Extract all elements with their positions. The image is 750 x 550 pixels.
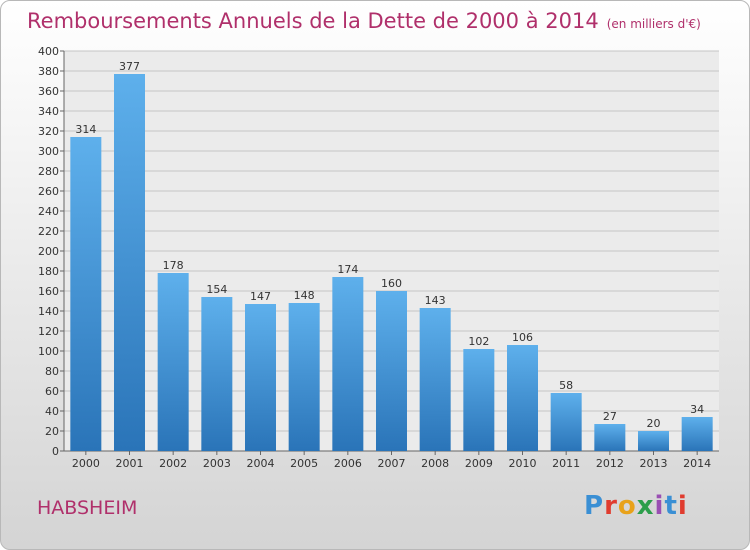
y-tick-label: 60: [45, 385, 59, 398]
x-tick-label: 2014: [683, 457, 711, 470]
proxiti-logo: Proxiti: [584, 491, 688, 521]
logo-letter: r: [604, 491, 618, 521]
logo-letter: t: [664, 491, 678, 521]
bar: [70, 137, 102, 451]
data-label: 174: [337, 263, 358, 276]
logo-letter: o: [617, 491, 637, 521]
logo-letter: i: [654, 491, 665, 521]
x-tick-label: 2007: [378, 457, 406, 470]
y-tick-label: 200: [38, 245, 59, 258]
y-tick-label: 160: [38, 285, 59, 298]
data-label: 377: [119, 60, 140, 73]
y-tick-label: 100: [38, 345, 59, 358]
y-tick-label: 140: [38, 305, 59, 318]
logo-letter: x: [636, 491, 655, 521]
data-label: 34: [690, 403, 704, 416]
bar: [201, 297, 233, 451]
y-tick-label: 380: [38, 65, 59, 78]
chart-title: Remboursements Annuels de la Dette de 20…: [27, 9, 701, 33]
y-tick-label: 320: [38, 125, 59, 138]
y-tick-label: 20: [45, 425, 59, 438]
x-tick-label: 2010: [509, 457, 537, 470]
x-tick-label: 2008: [421, 457, 449, 470]
data-label: 148: [294, 289, 315, 302]
data-label: 147: [250, 290, 271, 303]
y-tick-label: 240: [38, 205, 59, 218]
data-label: 27: [603, 410, 617, 423]
bar: [157, 273, 189, 451]
data-label: 102: [468, 335, 489, 348]
logo-letter: P: [584, 491, 605, 521]
x-tick-label: 2000: [72, 457, 100, 470]
bar: [638, 431, 669, 451]
x-tick-label: 2013: [640, 457, 668, 470]
y-tick-label: 180: [38, 265, 59, 278]
data-label: 106: [512, 331, 533, 344]
x-tick-label: 2005: [290, 457, 318, 470]
data-label: 178: [163, 259, 184, 272]
x-tick-label: 2002: [159, 457, 187, 470]
data-label: 314: [75, 123, 96, 136]
bar: [550, 393, 582, 451]
y-tick-label: 280: [38, 165, 59, 178]
bar: [463, 349, 495, 451]
bar: [419, 308, 451, 451]
city-name: HABSHEIM: [37, 497, 138, 519]
bar: [507, 345, 538, 451]
x-tick-label: 2009: [465, 457, 493, 470]
logo-letter: i: [677, 491, 688, 521]
bar: [681, 417, 713, 451]
x-tick-label: 2004: [247, 457, 275, 470]
y-tick-label: 300: [38, 145, 59, 158]
y-tick-label: 80: [45, 365, 59, 378]
bar: [376, 291, 407, 451]
y-tick-label: 340: [38, 105, 59, 118]
bar: [245, 304, 276, 451]
data-label: 20: [647, 417, 661, 430]
x-tick-label: 2001: [116, 457, 144, 470]
y-tick-label: 40: [45, 405, 59, 418]
unit-label: (en milliers d'€): [606, 17, 701, 31]
y-tick-label: 400: [38, 45, 59, 58]
data-label: 160: [381, 277, 402, 290]
bar: [594, 424, 626, 451]
bar: [332, 277, 364, 451]
data-label: 143: [425, 294, 446, 307]
x-tick-label: 2012: [596, 457, 624, 470]
x-tick-label: 2006: [334, 457, 362, 470]
y-tick-label: 120: [38, 325, 59, 338]
y-tick-label: 260: [38, 185, 59, 198]
x-tick-label: 2011: [552, 457, 580, 470]
data-label: 154: [206, 283, 227, 296]
data-label: 58: [559, 379, 573, 392]
x-tick-label: 2003: [203, 457, 231, 470]
y-tick-label: 220: [38, 225, 59, 238]
y-tick-label: 360: [38, 85, 59, 98]
y-tick-label: 0: [52, 445, 59, 458]
bar: [288, 303, 320, 451]
bar: [114, 74, 145, 451]
